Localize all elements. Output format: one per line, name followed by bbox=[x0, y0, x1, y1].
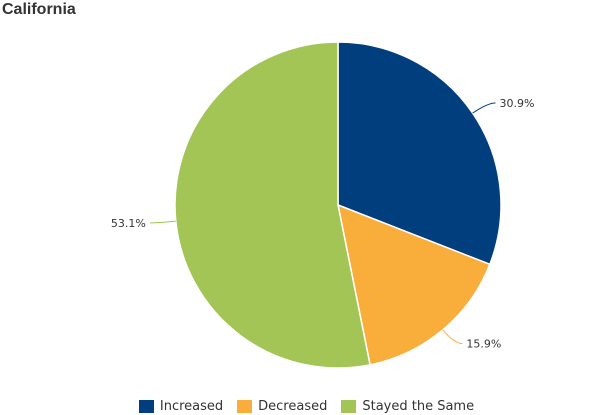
legend-swatch-stayed-the-same bbox=[341, 399, 357, 413]
leader-line-increased bbox=[472, 102, 496, 114]
data-labels: 30.9% 15.9% 53.1% bbox=[111, 97, 534, 351]
legend-item-stayed-the-same[interactable]: Stayed the Same bbox=[341, 399, 474, 414]
legend-label-stayed-the-same: Stayed the Same bbox=[362, 398, 475, 414]
chart-title: California bbox=[2, 1, 76, 18]
legend-item-decreased[interactable]: Decreased bbox=[237, 399, 327, 414]
leader-line-decreased bbox=[442, 329, 463, 345]
leader-line-stayed-the-same bbox=[149, 220, 176, 224]
data-label-stayed-the-same: 53.1% bbox=[111, 217, 146, 230]
data-label-decreased: 15.9% bbox=[466, 338, 501, 351]
data-label-leaders bbox=[149, 102, 496, 345]
legend-item-increased[interactable]: Increased bbox=[138, 398, 224, 414]
data-label-increased: 30.9% bbox=[499, 97, 534, 110]
pie-slice-decreased[interactable] bbox=[336, 203, 491, 366]
legend-swatch-increased bbox=[138, 399, 154, 413]
chart-legend: Increased Decreased Stayed the Same bbox=[0, 396, 613, 415]
pie-slices bbox=[174, 41, 502, 369]
legend-label-decreased: Decreased bbox=[258, 398, 328, 414]
legend-label-increased: Increased bbox=[159, 398, 224, 414]
legend-swatch-decreased bbox=[237, 399, 253, 413]
